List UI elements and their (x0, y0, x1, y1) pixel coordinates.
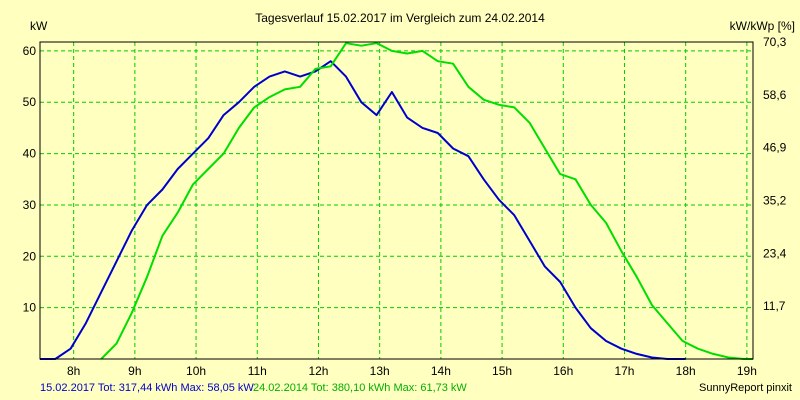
y-tick-label-right: 35,2 (763, 193, 787, 207)
right-axis-unit: kW/kWp [%] (730, 19, 795, 33)
y-tick-label-right: 46,9 (763, 141, 787, 155)
x-tick-label: 15h (492, 364, 512, 378)
series-group (40, 42, 753, 360)
y-tick-label-right: 70,3 (763, 35, 787, 49)
y-tick-label-left: 50 (23, 95, 37, 109)
plot-area (40, 42, 753, 359)
x-tick-label: 9h (128, 364, 141, 378)
x-tick-label: 10h (186, 364, 206, 378)
plot-frame (39, 41, 754, 360)
y-tick-label-left: 30 (23, 198, 37, 212)
series-line-2 (100, 42, 753, 360)
x-tick-label: 16h (553, 364, 573, 378)
y-tick-label-right: 58,6 (763, 88, 787, 102)
x-tick-label: 19h (737, 364, 757, 378)
x-tick-label: 11h (248, 364, 267, 378)
chart-title: Tagesverlauf 15.02.2017 im Vergleich zum… (255, 11, 545, 25)
footer-series1-stats: 15.02.2017 Tot: 317,44 kWh Max: 58,05 kW (40, 382, 254, 394)
x-tick-label: 17h (614, 364, 634, 378)
y-tick-label-left: 10 (23, 301, 37, 315)
x-tick-label: 18h (676, 364, 696, 378)
x-tick-label: 13h (370, 364, 390, 378)
y-tick-label-right: 11,7 (763, 299, 786, 313)
footer-credit: SunnyReport pinxit (699, 382, 792, 394)
left-axis-unit: kW (30, 19, 48, 33)
x-tick-label: 8h (67, 364, 80, 378)
series-line-1 (40, 60, 686, 360)
y-tick-label-left: 20 (23, 249, 37, 263)
tick-labels: 8h 9h 10h 11h 12h 13h 14h 15h 16h 17h 18h 19h 10 20 30… (23, 35, 787, 378)
y-tick-label-left: 60 (23, 44, 37, 58)
x-tick-label: 12h (308, 364, 328, 378)
y-tick-label-right: 23,4 (763, 246, 787, 260)
y-tick-label-left: 40 (23, 147, 37, 161)
grid (40, 42, 753, 359)
x-tick-label: 14h (431, 364, 451, 378)
footer-series2-stats: 24.02.2014 Tot: 380,10 kWh Max: 61,73 kW (253, 382, 467, 394)
